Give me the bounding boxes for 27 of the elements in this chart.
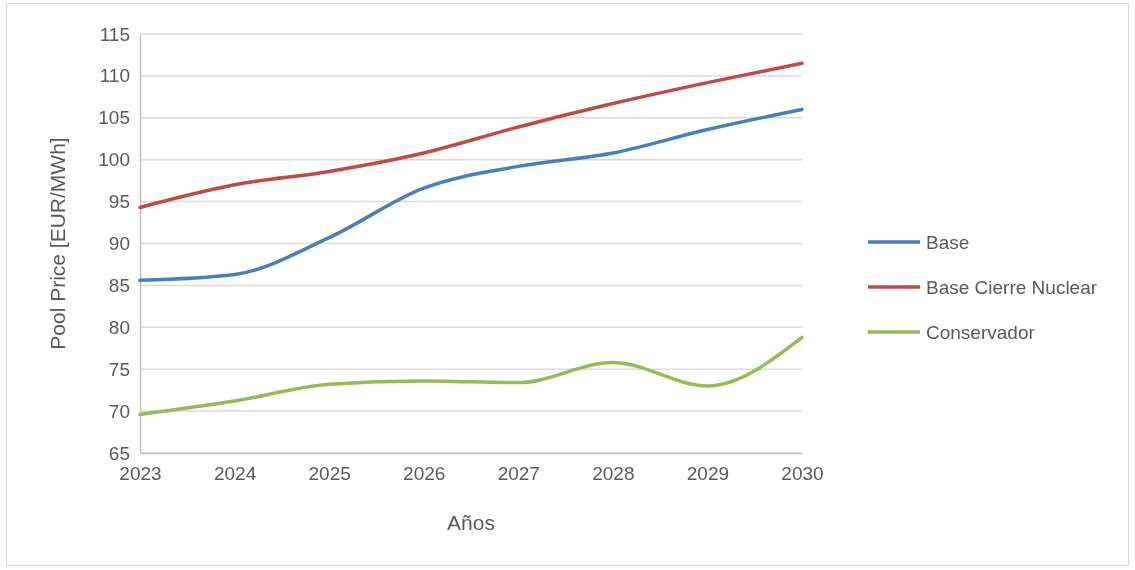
x-tick-label: 2030 — [781, 463, 824, 485]
line-series — [138, 335, 804, 417]
y-tick-label: 110 — [99, 65, 130, 87]
line-series — [138, 61, 804, 210]
x-tick-label: 2026 — [403, 463, 446, 485]
x-tick-label: 2028 — [592, 463, 635, 485]
legend-label: Conservador — [926, 322, 1036, 343]
legend-label: Base — [926, 232, 970, 253]
y-tick-label: 100 — [98, 149, 130, 171]
y-axis-title: Pool Price [EUR/MWh] — [46, 137, 69, 350]
y-tick-label: 70 — [108, 400, 130, 422]
x-tick-label: 2024 — [213, 463, 257, 485]
y-tick-label: 65 — [108, 442, 130, 464]
legend-label: Base Cierre Nuclear — [926, 277, 1098, 298]
y-tick-label: 90 — [108, 233, 130, 255]
y-tick-label: 75 — [108, 358, 130, 380]
x-tick-label: 2023 — [119, 463, 162, 485]
x-tick-label: 2027 — [497, 463, 540, 485]
y-tick-label: 115 — [99, 23, 130, 45]
y-tick-label: 105 — [98, 107, 130, 129]
x-axis-title: Años — [447, 511, 495, 534]
x-tick-label: 2029 — [686, 463, 730, 485]
y-tick-label: 80 — [108, 316, 130, 338]
line-series — [138, 107, 804, 283]
y-tick-label: 85 — [108, 274, 130, 296]
y-tick-label: 95 — [108, 191, 130, 213]
x-tick-label: 2025 — [308, 463, 351, 485]
